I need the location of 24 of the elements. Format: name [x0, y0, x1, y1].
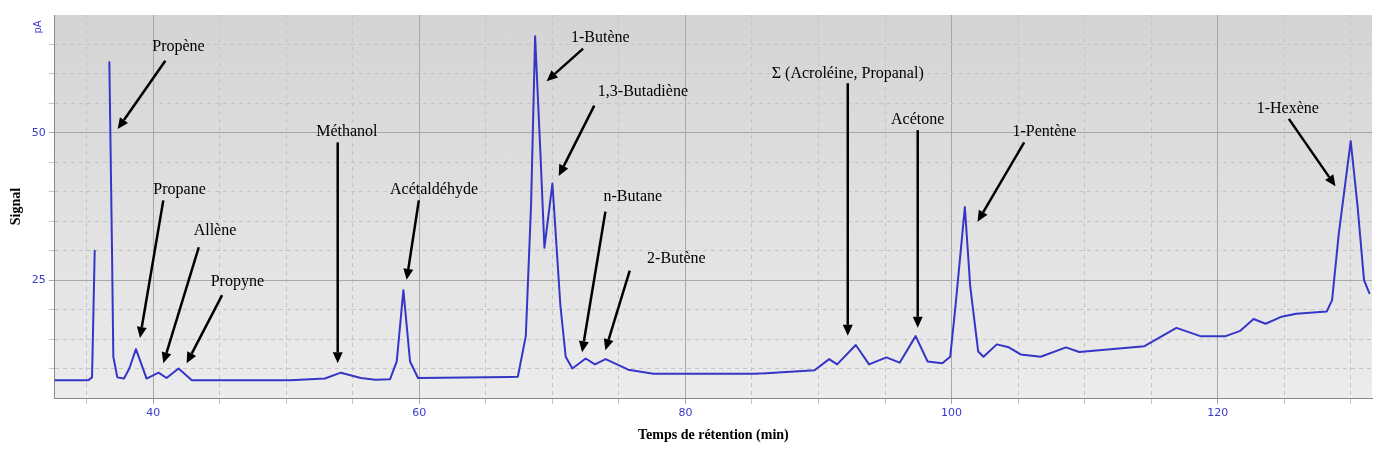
annotation: Allène	[193, 220, 237, 238]
annotation: 2-Butène	[647, 249, 706, 267]
text: pA	[31, 20, 43, 34]
x-tick-label: 80	[678, 406, 693, 420]
y-tick-label: 50	[31, 125, 46, 139]
x-tick-label: 120	[1207, 406, 1229, 420]
annotation: 1-Butène	[571, 28, 630, 46]
annotation: 1,3-Butadiène	[597, 82, 689, 100]
x-tick-label: 100	[941, 406, 963, 420]
x-tick-label: 40	[146, 406, 161, 420]
annotation: Méthanol	[316, 122, 378, 140]
annotation: 1-Pentène	[1012, 122, 1077, 140]
annotation: 1-Hexène	[1256, 98, 1319, 116]
annotation: Propane	[153, 180, 206, 198]
y-axis-title: Signal	[8, 187, 24, 226]
annotation: Acétaldéhyde	[390, 180, 479, 198]
annotation: Propyne	[210, 271, 264, 289]
annotation: Σ (Acroléine, Propanal)	[771, 64, 924, 82]
annotation: Propène	[152, 36, 205, 54]
x-axis-title: Temps de rétention (min)	[638, 427, 790, 444]
annotation: n-Butane	[603, 187, 663, 205]
annotation: Acétone	[891, 109, 945, 127]
y-tick-label: 25	[31, 273, 46, 287]
x-tick-label: 60	[412, 406, 427, 420]
